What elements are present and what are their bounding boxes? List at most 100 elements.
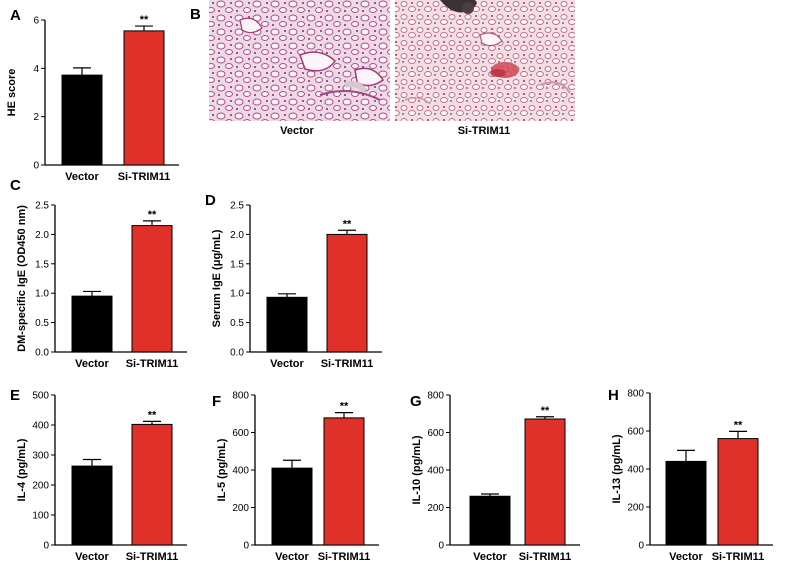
y-axis-label: IL-4 (pg/mL) — [16, 438, 28, 501]
bar — [717, 438, 759, 546]
y-tick-label: 2 — [33, 112, 39, 123]
y-tick-label: 0 — [243, 541, 249, 552]
category-label: Vector — [65, 171, 99, 183]
caption-si-trim11: Si-TRIM11 — [458, 125, 511, 137]
y-tick-label: 300 — [32, 451, 49, 462]
y-tick-label: 0.5 — [230, 318, 244, 329]
y-tick-label: 800 — [232, 391, 249, 402]
y-tick-label: 800 — [627, 389, 644, 400]
y-tick-label: 400 — [427, 466, 444, 477]
y-tick-label: 6 — [33, 16, 39, 27]
bar — [71, 465, 113, 546]
panel-letter: A — [10, 7, 21, 24]
significance-mark: ** — [343, 218, 352, 230]
panel-letter: H — [608, 387, 619, 404]
bar — [71, 295, 113, 353]
y-tick-label: 1.5 — [35, 259, 49, 270]
chart-panel-e: E 0 100 200 300 400 500 IL-4 (pg/mL) Vector ** Si-… — [10, 387, 187, 563]
bar — [323, 417, 365, 546]
y-axis-label: IL-10 (pg/mL) — [411, 435, 423, 504]
y-tick-label: 800 — [427, 391, 444, 402]
significance-mark: ** — [541, 405, 550, 417]
significance-mark: ** — [734, 419, 743, 431]
category-label: Vector — [75, 358, 109, 370]
y-tick-label: 0 — [638, 541, 644, 552]
category-label: Vector — [270, 358, 304, 370]
category-label: Si-TRIM11 — [519, 551, 572, 563]
y-tick-label: 1.0 — [230, 289, 244, 300]
bar — [131, 225, 173, 353]
y-axis-label: Serum IgE (μg/mL) — [211, 229, 223, 327]
panel-letter-b: B — [190, 6, 201, 23]
y-tick-label: 400 — [232, 466, 249, 477]
y-tick-label: 600 — [427, 428, 444, 439]
y-axis-label: IL-5 (pg/mL) — [216, 438, 228, 501]
category-label: Vector — [669, 551, 703, 563]
category-label: Si-TRIM11 — [118, 171, 171, 183]
y-axis-label: HE score — [6, 69, 18, 117]
bar-chart-panels: A 0 2 4 6 HE score Vector ** Si-TRIM11 C 0.0 0.5 1.0… — [6, 7, 773, 563]
panel-letter: D — [205, 192, 216, 209]
y-axis-label: DM-specific IgE (OD450 nm) — [16, 205, 28, 352]
chart-panel-h: H 0 200 400 600 800 IL-13 (pg/mL) Vector ** Si-TR… — [608, 387, 773, 563]
y-tick-label: 400 — [32, 421, 49, 432]
chart-panel-a: A 0 2 4 6 HE score Vector ** Si-TRIM11 — [6, 7, 179, 183]
y-axis-label: IL-13 (pg/mL) — [611, 434, 623, 503]
bar — [469, 495, 511, 546]
y-tick-label: 4 — [33, 64, 39, 75]
bar — [123, 30, 165, 166]
bar — [61, 74, 103, 166]
significance-mark: ** — [148, 409, 157, 421]
y-tick-label: 0.5 — [35, 318, 49, 329]
category-label: Si-TRIM11 — [126, 358, 179, 370]
caption-vector: Vector — [280, 125, 314, 137]
category-label: Si-TRIM11 — [321, 358, 374, 370]
y-tick-label: 0 — [43, 541, 49, 552]
category-label: Si-TRIM11 — [126, 551, 179, 563]
category-label: Vector — [275, 551, 309, 563]
panel-letter: C — [10, 177, 21, 194]
significance-mark: ** — [148, 209, 157, 221]
micrograph-si-trim11 — [395, 0, 575, 121]
category-label: Vector — [473, 551, 507, 563]
y-tick-label: 600 — [232, 428, 249, 439]
y-tick-label: 600 — [627, 427, 644, 438]
bar — [524, 418, 566, 546]
bar — [271, 467, 313, 546]
significance-mark: ** — [140, 14, 149, 26]
y-tick-label: 200 — [32, 481, 49, 492]
y-tick-label: 200 — [627, 503, 644, 514]
chart-panel-c: C 0.0 0.5 1.0 1.5 2.0 2.5 DM-specific IgE (OD45… — [10, 177, 187, 370]
panel-letter: E — [10, 387, 20, 404]
y-tick-label: 200 — [232, 503, 249, 514]
y-tick-label: 2.0 — [35, 230, 49, 241]
significance-mark: ** — [340, 401, 349, 413]
y-tick-label: 0 — [33, 161, 39, 172]
chart-panel-f: F 0 200 400 600 800 IL-5 (pg/mL) Vector ** Si-TRI… — [212, 391, 379, 563]
chart-panel-g: G 0 200 400 600 800 IL-10 (pg/mL) Vector ** Si-TR… — [410, 391, 580, 563]
y-tick-label: 0.0 — [230, 348, 244, 359]
y-tick-label: 200 — [427, 503, 444, 514]
y-tick-label: 2.5 — [230, 201, 244, 212]
bar — [131, 423, 173, 546]
category-label: Vector — [75, 551, 109, 563]
y-tick-label: 100 — [32, 511, 49, 522]
category-label: Si-TRIM11 — [712, 551, 765, 563]
y-tick-label: 400 — [627, 465, 644, 476]
bar — [266, 296, 308, 353]
y-tick-label: 0.0 — [35, 348, 49, 359]
micrograph-vector — [209, 0, 390, 121]
y-tick-label: 500 — [32, 391, 49, 402]
panel-letter: G — [410, 393, 422, 410]
panel-letter: F — [212, 393, 221, 410]
bar — [665, 460, 707, 546]
y-tick-label: 0 — [438, 541, 444, 552]
y-tick-label: 1.0 — [35, 289, 49, 300]
y-tick-label: 2.0 — [230, 230, 244, 241]
bar — [326, 233, 368, 353]
y-tick-label: 1.5 — [230, 259, 244, 270]
y-tick-label: 2.5 — [35, 201, 49, 212]
category-label: Si-TRIM11 — [318, 551, 371, 563]
chart-panel-d: D 0.0 0.5 1.0 1.5 2.0 2.5 Serum IgE (μg/mL) Vect… — [205, 192, 382, 370]
